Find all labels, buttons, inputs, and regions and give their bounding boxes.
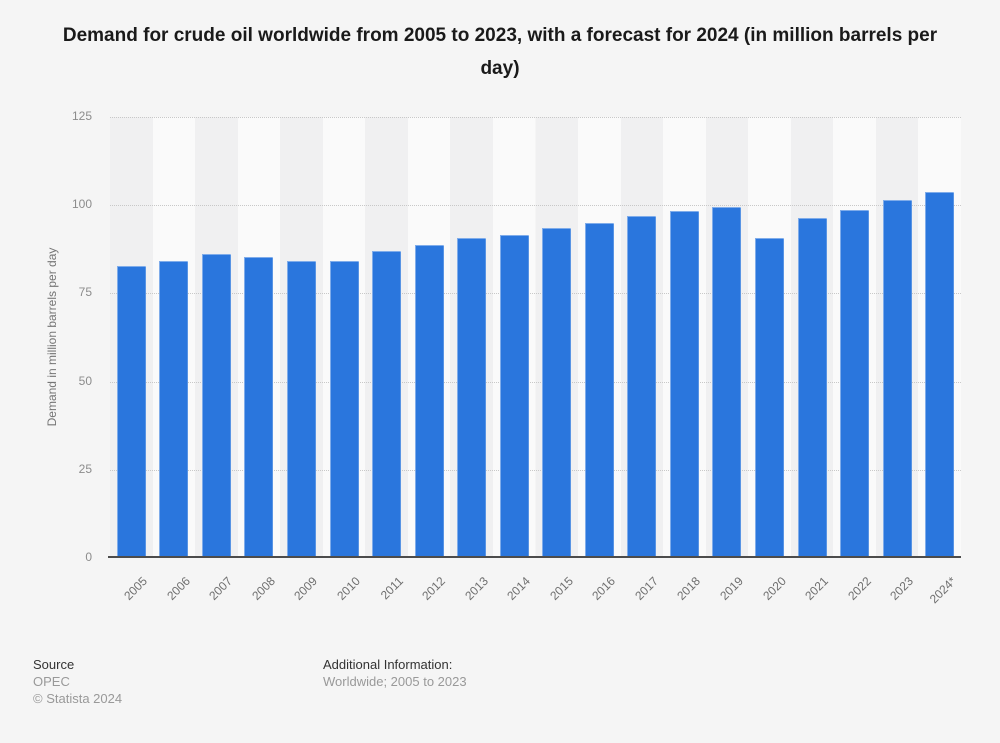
bar-2006[interactable]: [159, 260, 189, 558]
h-gridline-50: [110, 381, 961, 383]
bar-2015[interactable]: [542, 228, 572, 558]
bar-2020[interactable]: [755, 238, 785, 558]
bar-2012[interactable]: [414, 244, 444, 558]
additional-info-value: Worldwide; 2005 to 2023: [323, 674, 467, 689]
y-axis-tick-100: 100: [71, 197, 92, 212]
bar-2013[interactable]: [457, 238, 487, 558]
additional-info-block: Additional Information: Worldwide; 2005 …: [323, 656, 467, 690]
h-gridline-125: [110, 117, 961, 118]
y-axis-tick-25: 25: [78, 461, 92, 476]
bar-2007[interactable]: [201, 253, 231, 558]
bar-2023[interactable]: [882, 200, 912, 558]
bar-2010[interactable]: [329, 261, 359, 558]
h-gridline-25: [110, 469, 961, 471]
bar-2017[interactable]: [627, 216, 657, 558]
source-block: Source OPEC © Statista 2024: [33, 656, 122, 707]
bar-2014[interactable]: [499, 235, 529, 558]
statista-copyright[interactable]: © Statista 2024: [33, 691, 123, 706]
y-axis-title: Demand in million barrels per day: [45, 247, 59, 427]
y-axis-tick-125: 125: [71, 109, 92, 123]
bar-2021[interactable]: [797, 217, 827, 558]
additional-info-label: Additional Information:: [323, 657, 453, 672]
chart-title: Demand for crude oil worldwide from 2005…: [62, 25, 938, 79]
y-axis-tick-0: 0: [85, 550, 92, 564]
h-gridline-75: [110, 293, 961, 295]
x-axis-line: [108, 556, 961, 558]
plot-area: [110, 117, 961, 558]
bar-2008[interactable]: [244, 257, 274, 558]
source-label: Source: [33, 657, 75, 672]
bar-2018[interactable]: [669, 210, 699, 558]
bar-2009[interactable]: [286, 261, 316, 558]
h-gridline-100: [110, 205, 961, 207]
bar-2019[interactable]: [712, 206, 742, 558]
bar-2005[interactable]: [116, 265, 146, 558]
y-axis-tick-75: 75: [78, 285, 92, 300]
y-axis-tick-50: 50: [78, 373, 92, 388]
bar-2011[interactable]: [372, 251, 402, 558]
bar-2016[interactable]: [584, 222, 614, 558]
bar-2022[interactable]: [840, 209, 870, 558]
bar-2024[interactable]: [925, 192, 955, 558]
source-value[interactable]: OPEC: [33, 674, 70, 689]
